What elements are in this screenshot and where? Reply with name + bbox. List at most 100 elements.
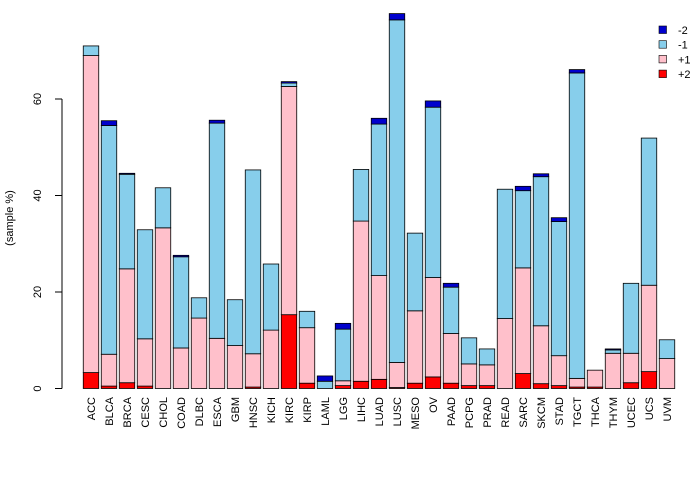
bar-THYM--2: [604, 348, 622, 351]
y-axis: 0 20 40 60: [32, 93, 63, 392]
bar-GBM--1: [226, 299, 244, 346]
bar-UVM--1: [658, 339, 676, 359]
bar-THYM--1: [604, 349, 622, 354]
bar-GBM-+1: [226, 345, 244, 389]
bar-ACC-+1: [82, 55, 100, 373]
x-tick-label: LUSC: [392, 397, 404, 426]
x-tick-label: LIHC: [356, 397, 368, 422]
x-tick-label: KIRC: [284, 397, 296, 423]
bar-STAD--2: [550, 217, 568, 222]
bar-UVM-+1: [658, 358, 676, 389]
y-tick-label: 20: [32, 286, 44, 298]
bar-COAD-+1: [172, 347, 190, 389]
bar-LUAD-+1: [370, 275, 388, 380]
bar-LGG--2: [334, 322, 352, 330]
bar-BRCA-+2: [118, 382, 136, 389]
bar-LUAD--2: [370, 117, 388, 125]
x-tick-label: READ: [500, 397, 512, 428]
bar-LUSC--2: [388, 13, 406, 21]
bar-PRAD-+1: [478, 364, 496, 387]
bar-COAD--1: [172, 256, 190, 349]
x-tick-label: THYM: [608, 397, 620, 428]
bar-KIRC--1: [280, 82, 298, 87]
x-tick-label: ACC: [86, 397, 98, 420]
bar-STAD--1: [550, 221, 568, 357]
bar-LIHC-+2: [352, 380, 370, 389]
x-tick-label: UCS: [644, 397, 656, 420]
bar-PAAD-+2: [442, 382, 460, 389]
bar-UCS-+2: [640, 371, 658, 389]
bar-THYM-+1: [604, 352, 622, 389]
legend-label: +2: [678, 69, 691, 81]
bar-KICH-+1: [262, 329, 280, 389]
bar-LIHC--1: [352, 169, 370, 222]
bar-SARC-+1: [514, 267, 532, 374]
x-tick-label: PCPG: [464, 397, 476, 428]
bar-DLBC--1: [190, 297, 208, 319]
x-tick-label: THCA: [590, 396, 602, 427]
bar-LGG-+2: [334, 385, 352, 389]
bar-OV-+2: [424, 376, 442, 389]
bar-KICH--1: [262, 263, 280, 331]
x-tick-label: ESCA: [212, 396, 224, 427]
legend-swatch--1: [658, 40, 667, 49]
x-tick-label: PRAD: [482, 397, 494, 428]
bar-KIRP-+2: [298, 382, 316, 389]
bar-UCS--1: [640, 137, 658, 286]
x-tick-label: DLBC: [194, 397, 206, 426]
bar-PAAD--1: [442, 286, 460, 334]
legend-label: -2: [678, 25, 688, 37]
bar-COAD--2: [172, 254, 190, 258]
x-tick-label: PAAD: [446, 397, 458, 426]
bar-LUSC--1: [388, 19, 406, 363]
bar-PAAD-+1: [442, 333, 460, 384]
y-tick-label: 60: [32, 93, 44, 105]
bar-CHOL-+1: [154, 227, 172, 389]
bar-LIHC-+1: [352, 220, 370, 382]
bar-BRCA-+1: [118, 268, 136, 384]
x-tick-label: KIRP: [302, 397, 314, 423]
bar-PCPG-+2: [460, 385, 478, 389]
legend-label: -1: [678, 40, 688, 52]
bar-UCEC-+1: [622, 352, 640, 384]
bar-LUAD--1: [370, 123, 388, 276]
bar-KIRC--2: [280, 81, 298, 84]
bar-CESC-+1: [136, 338, 154, 387]
x-tick-label: BRCA: [122, 396, 134, 427]
bar-SKCM--1: [532, 176, 550, 327]
bar-READ--1: [496, 188, 514, 319]
bar-SARC--2: [514, 185, 532, 192]
bar-SARC-+2: [514, 373, 532, 389]
x-tick-label: OV: [428, 396, 440, 413]
bar-KIRP--1: [298, 310, 316, 329]
y-axis-title: (sample %): [4, 190, 16, 246]
bar-PCPG-+1: [460, 363, 478, 387]
legend-label: +1: [678, 54, 691, 66]
x-tick-label: SKCM: [536, 397, 548, 429]
bar-OV-+1: [424, 277, 442, 378]
x-tick-label: COAD: [176, 397, 188, 429]
bar-SKCM-+1: [532, 325, 550, 385]
bar-LAML--2: [316, 375, 334, 382]
bar-STAD-+1: [550, 355, 568, 387]
x-tick-label: LUAD: [374, 397, 386, 426]
bar-LUSC-+1: [388, 362, 406, 388]
bar-TGCT--2: [568, 69, 586, 74]
bar-LAML--1: [316, 380, 334, 389]
bar-LGG--1: [334, 328, 352, 382]
bar-ESCA--2: [208, 119, 226, 124]
x-axis-labels: ACC BLCA BRCA CESC CHOL COAD DLBC ESCA GBM HNSC KI…: [86, 396, 674, 429]
bar-UCEC--1: [622, 282, 640, 354]
x-tick-label: KICH: [266, 397, 278, 423]
bar-OV--1: [424, 106, 442, 278]
x-tick-label: STAD: [554, 397, 566, 426]
bar-UCS-+1: [640, 284, 658, 373]
bar-PRAD-+2: [478, 385, 496, 389]
y-tick-label: 0: [32, 385, 44, 391]
bar-UCEC-+2: [622, 382, 640, 389]
bar-MESO-+1: [406, 310, 424, 384]
bar-TGCT--1: [568, 72, 586, 379]
bar-PAAD--2: [442, 282, 460, 288]
x-tick-label: TGCT: [572, 397, 584, 427]
